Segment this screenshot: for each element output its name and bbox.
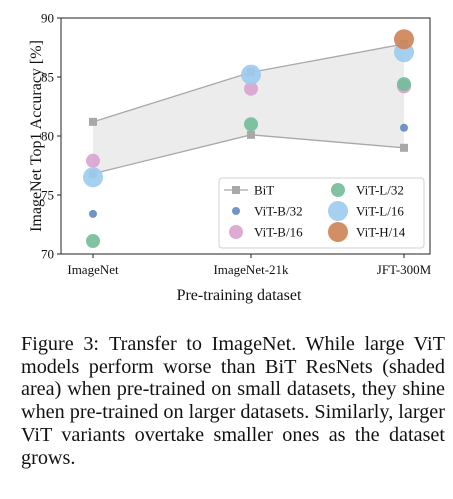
legend-label-vit-b-32: ViT-B/32 xyxy=(254,204,303,219)
y-tick-label-75: 75 xyxy=(41,188,54,203)
bit-0-point-0 xyxy=(89,117,97,126)
transfer-chart: 70 75 80 85 90 ImageNet ImageNet-21k JFT-300M Bi… xyxy=(28,11,432,305)
bit-1-point-1 xyxy=(247,130,255,139)
legend-label-vit-h-14: ViT-H/14 xyxy=(356,225,406,240)
vit-h-14-6-point-2 xyxy=(394,29,414,50)
bit-1-point-2 xyxy=(400,143,408,152)
y-axis-label: ImageNet Top1 Accuracy [%] xyxy=(28,40,45,232)
vit-b-32-2-point-0 xyxy=(89,209,97,218)
legend-marker-vit-h-14 xyxy=(328,222,348,242)
figure-caption: Figure 3: Transfer to ImageNet. While lar… xyxy=(21,333,445,469)
x-tick-label-jft-300m: JFT-300M xyxy=(377,262,432,277)
caption-label: Figure 3: xyxy=(21,333,100,355)
legend-box xyxy=(218,177,425,249)
legend-label-vit-l-16: ViT-L/16 xyxy=(356,204,404,219)
plot-area: 70 75 80 85 90 ImageNet ImageNet-21k JFT-300M Bi… xyxy=(41,11,432,278)
legend-marker-vit-b-32 xyxy=(232,207,240,215)
vit-l-16-5-point-1 xyxy=(241,64,261,85)
y-tick-label-80: 80 xyxy=(41,129,54,144)
y-tick-label-70: 70 xyxy=(41,247,54,262)
bit-shaded-area xyxy=(93,43,404,174)
legend-label-vit-l-32: ViT-L/32 xyxy=(356,183,404,198)
legend-marker-vit-l-32 xyxy=(331,183,345,197)
legend-marker-vit-l-16 xyxy=(328,201,348,221)
vit-l-32-4-point-0 xyxy=(86,234,100,249)
vit-l-32-4-point-2 xyxy=(397,77,411,92)
legend-marker-bit xyxy=(232,186,240,194)
y-tick-label-90: 90 xyxy=(41,11,54,26)
legend-label-vit-b-16: ViT-B/16 xyxy=(254,225,303,240)
vit-b-16-3-point-0 xyxy=(86,153,100,168)
vit-l-32-4-point-1 xyxy=(244,117,258,132)
y-tick-label-85: 85 xyxy=(41,70,54,85)
x-tick-label-imagenet: ImageNet xyxy=(67,262,119,277)
vit-l-16-5-point-0 xyxy=(83,167,103,188)
vit-b-32-2-point-2 xyxy=(400,123,408,132)
x-axis-label: Pre-training dataset xyxy=(177,287,302,304)
legend-label-bit: BiT xyxy=(254,183,274,198)
caption-text: Transfer to ImageNet. While large ViT mo… xyxy=(21,333,445,469)
legend-marker-vit-b-16 xyxy=(229,225,243,239)
x-tick-label-imagenet-21k: ImageNet-21k xyxy=(213,262,289,277)
vit-b-16-3-point-1 xyxy=(244,81,258,96)
